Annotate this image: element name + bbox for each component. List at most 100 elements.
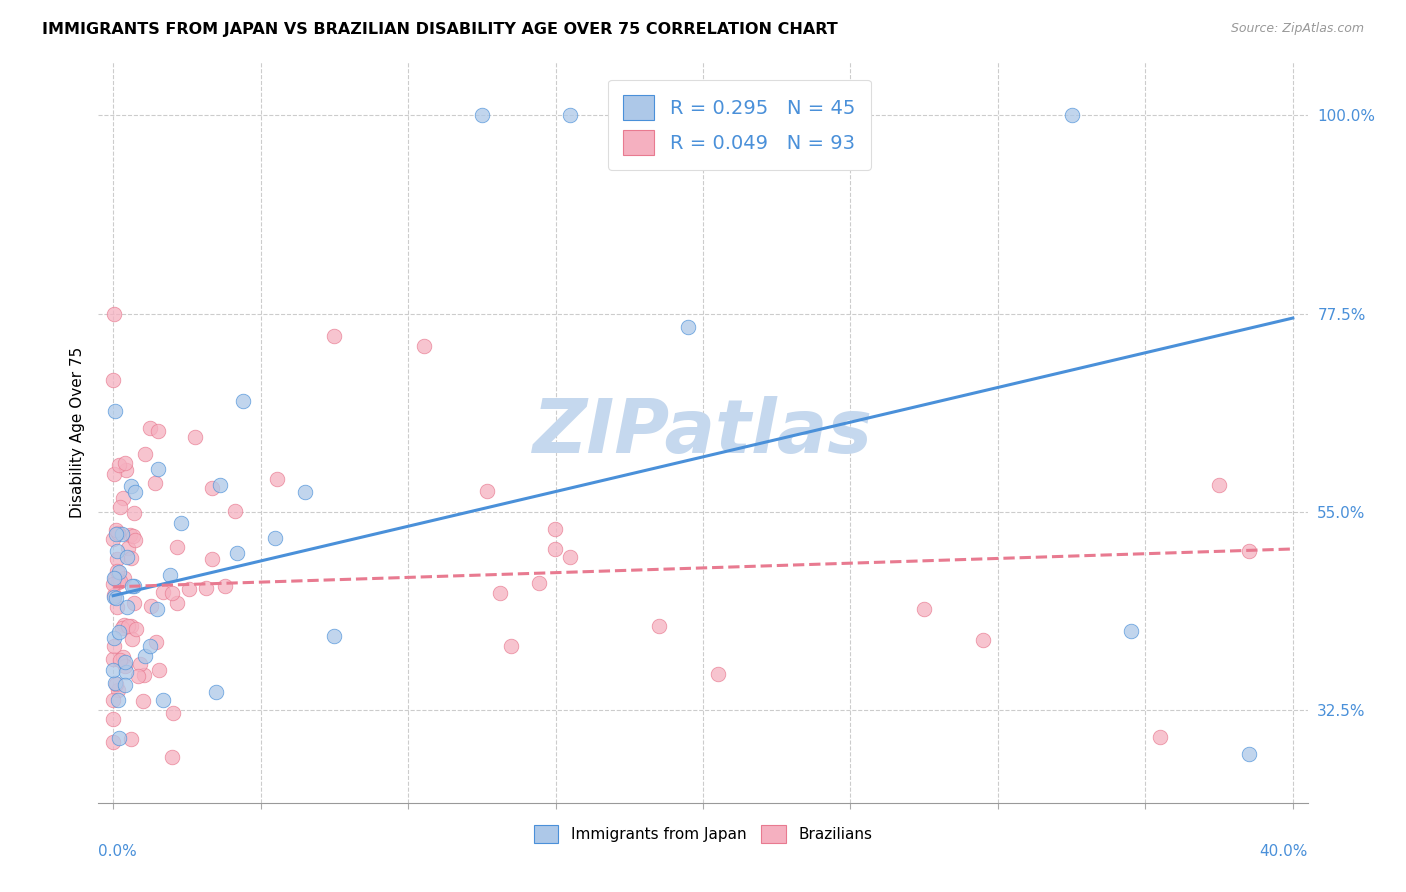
Point [121,632,143,646]
Point [112,571,135,585]
Point [122,529,145,543]
Point [169,516,191,531]
Point [124,485,146,500]
Point [103,588,125,602]
Point [108,653,131,667]
Point [266,472,288,486]
Point [103,631,125,645]
Point [648,619,671,633]
Point [912,602,935,616]
Point [134,667,156,681]
Point [232,394,254,409]
Y-axis label: Disability Age Over 75: Disability Age Over 75 [69,347,84,518]
Point [103,591,125,605]
Point [112,618,135,632]
Point [146,462,169,476]
Point [201,481,224,495]
Point [114,655,136,669]
Point [148,663,170,677]
Point [146,424,169,438]
Point [103,467,125,482]
Point [413,339,436,353]
Point [108,731,131,745]
Point [117,619,139,633]
Point [103,652,125,666]
Point [214,579,236,593]
Point [103,639,125,653]
Legend: Immigrants from Japan, Brazilians: Immigrants from Japan, Brazilians [526,818,880,851]
Point [101,663,124,677]
Point [104,675,127,690]
Point [105,552,128,566]
Point [105,527,128,541]
Point [489,586,512,600]
Point [544,522,567,536]
Point [105,523,128,537]
Point [105,591,128,605]
Point [560,549,582,564]
Text: Source: ZipAtlas.com: Source: ZipAtlas.com [1230,22,1364,36]
Point [209,477,232,491]
Point [104,403,127,417]
Point [134,447,156,461]
Point [103,307,125,321]
Point [114,678,136,692]
Point [1060,108,1083,122]
Point [114,456,136,470]
Point [111,527,134,541]
Point [105,564,128,578]
Point [152,585,174,599]
Point [152,693,174,707]
Point [678,319,700,334]
Point [166,540,188,554]
Point [115,463,138,477]
Point [108,574,131,588]
Point [124,533,146,548]
Point [112,649,135,664]
Point [122,507,145,521]
Point [184,430,207,444]
Point [120,619,142,633]
Point [103,693,125,707]
Point [162,750,184,764]
Point [195,581,218,595]
Point [103,532,125,546]
Point [115,549,138,564]
Point [105,599,128,614]
Point [1119,624,1142,638]
Point [706,666,728,681]
Point [108,624,131,639]
Point [323,629,346,643]
Point [101,373,124,387]
Point [224,504,246,518]
Point [138,639,160,653]
Point [115,665,138,680]
Point [128,657,150,671]
Point [108,565,131,579]
Point [264,531,287,545]
Point [160,586,183,600]
Point [127,669,149,683]
Point [1149,730,1171,744]
Point [103,577,125,591]
Point [103,712,125,726]
Point [120,550,142,565]
Point [471,108,494,122]
Point [105,677,128,691]
Point [159,567,181,582]
Text: ZIPatlas: ZIPatlas [533,396,873,469]
Point [107,525,129,540]
Point [294,484,316,499]
Point [139,421,162,435]
Point [108,458,131,472]
Text: 0.0%: 0.0% [98,844,138,858]
Point [132,694,155,708]
Point [120,732,142,747]
Point [322,328,344,343]
Point [105,543,128,558]
Point [107,526,129,541]
Point [120,479,142,493]
Point [121,579,143,593]
Point [205,684,228,698]
Point [103,735,125,749]
